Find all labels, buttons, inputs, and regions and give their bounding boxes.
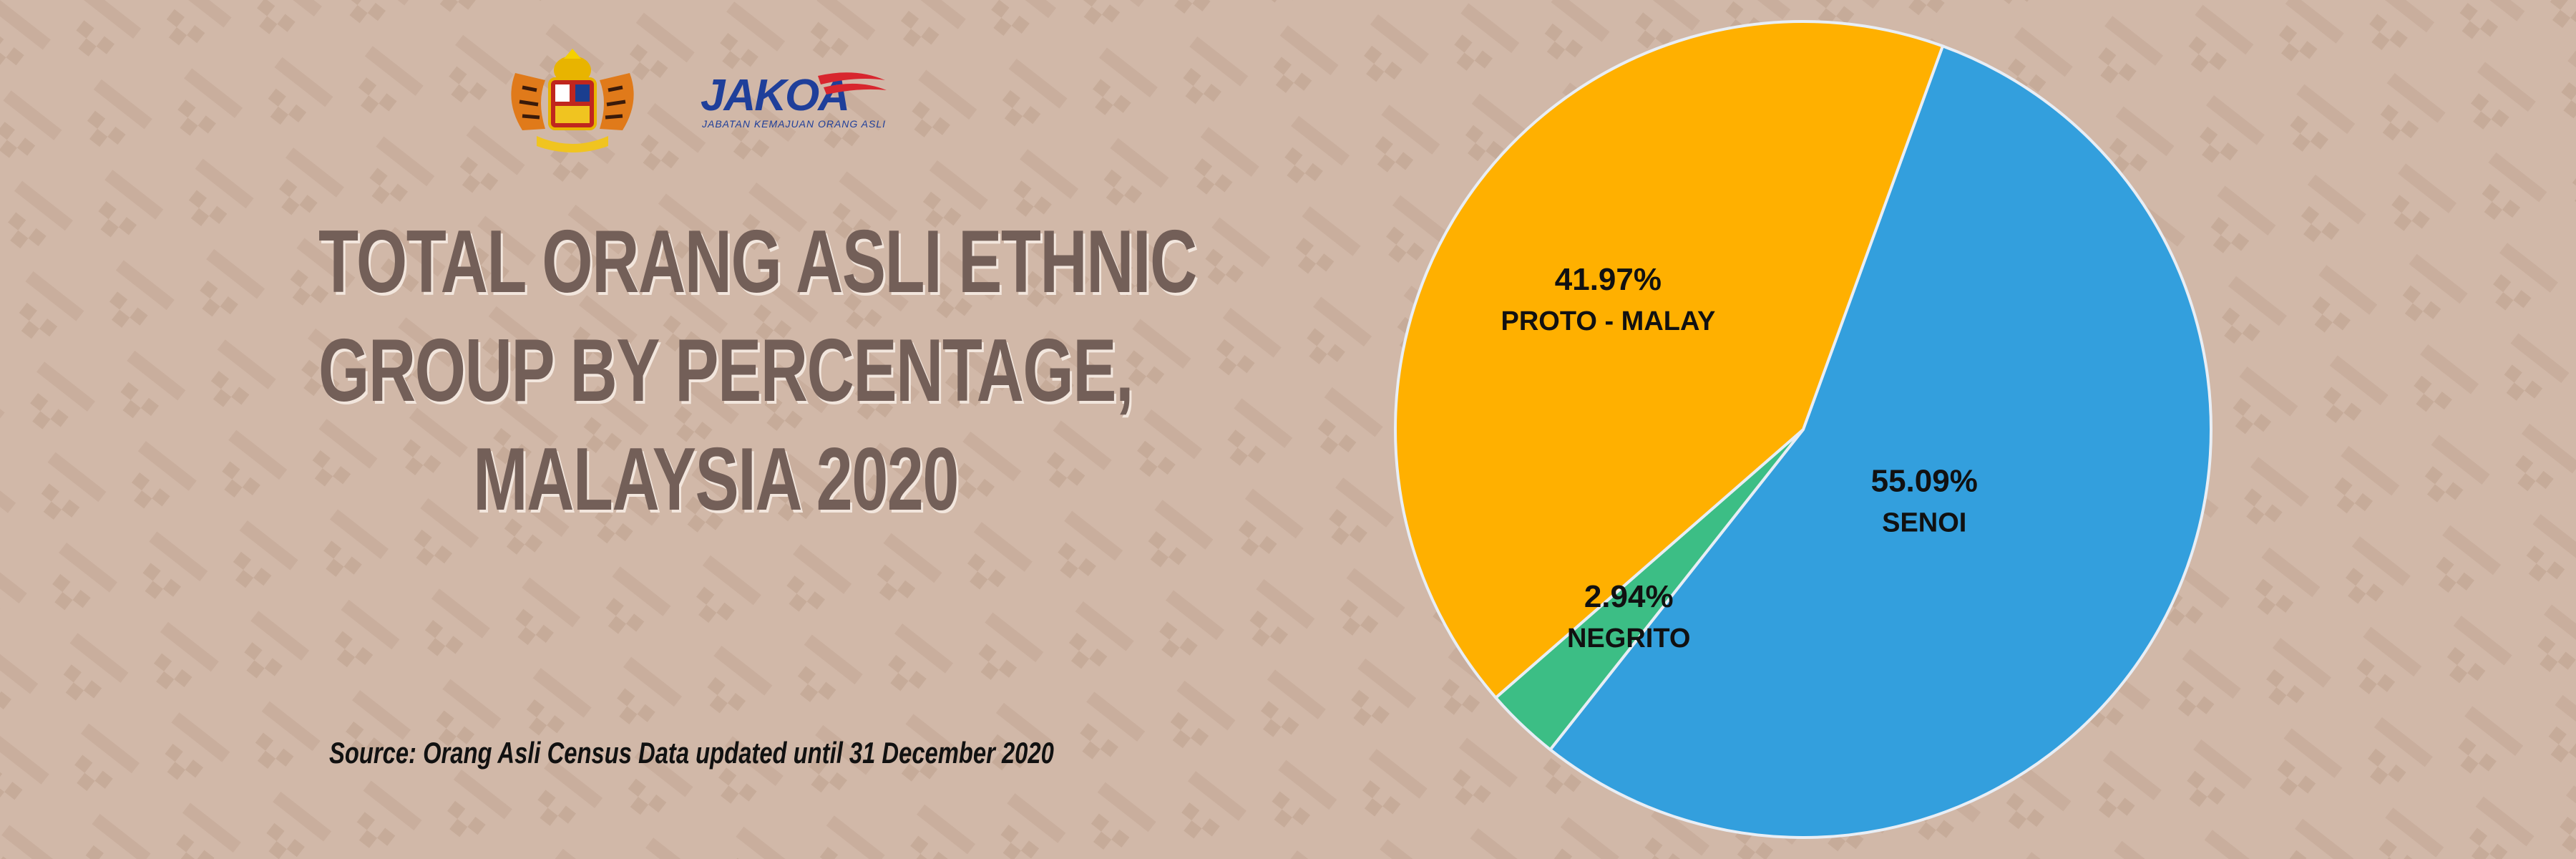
title-line-3: MALAYSIA 2020	[473, 430, 959, 529]
pie-category-label: NEGRITO	[1567, 623, 1690, 654]
page-title: TOTAL ORANG ASLI ETHNIC GROUP BY PERCENT…	[318, 208, 1197, 534]
title-line-2: GROUP BY PERCENTAGE,	[318, 321, 1133, 420]
malaysia-coat-of-arms-logo	[511, 49, 634, 152]
svg-text:JABATAN KEMAJUAN ORANG ASLI: JABATAN KEMAJUAN ORANG ASLI	[701, 118, 886, 130]
source-note: Source: Orang Asli Census Data updated u…	[329, 736, 1054, 770]
pie-slices	[1394, 20, 2212, 839]
jakoa-logo: JAKOA JABATAN KEMAJUAN ORANG ASLI	[701, 71, 887, 130]
pie-slice-proto-malay	[1394, 20, 1945, 700]
pie-category-label: SENOI	[1882, 508, 1966, 538]
pie-value-label: 2.94%	[1584, 579, 1674, 614]
pie-slice-senoi	[1548, 44, 2212, 839]
pie-chart: 55.09% SENOI 2.94% NEGRITO 41.97% PROTO - MAL…	[1394, 20, 2212, 839]
title-line-1: TOTAL ORANG ASLI ETHNIC	[318, 213, 1197, 311]
pie-value-label: 55.09%	[1871, 463, 1978, 498]
pie-category-label: PROTO - MALAY	[1501, 306, 1715, 336]
pie-labels: 55.09% SENOI 2.94% NEGRITO 41.97% PROTO - MAL…	[1501, 262, 1977, 654]
pie-value-label: 41.97%	[1555, 262, 1662, 297]
